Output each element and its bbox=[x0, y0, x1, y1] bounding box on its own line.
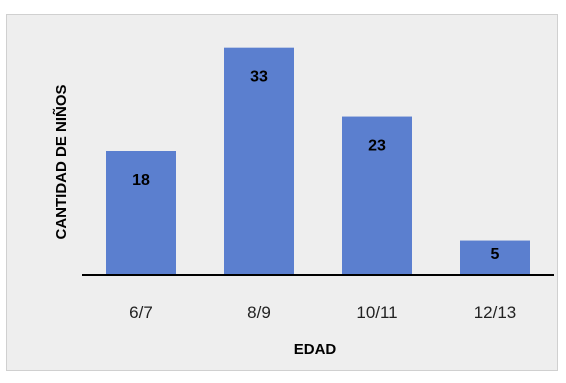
bar-6-7 bbox=[106, 151, 176, 275]
bars-group: 18 33 23 5 bbox=[106, 47, 530, 275]
x-tick-label-12-13: 12/13 bbox=[474, 303, 517, 322]
y-axis-label: CANTIDAD DE NIÑOS bbox=[52, 84, 70, 239]
data-label-6-7: 18 bbox=[132, 172, 150, 189]
x-tick-label-10-11: 10/11 bbox=[356, 303, 397, 322]
bar-8-9 bbox=[224, 47, 294, 275]
data-label-10-11: 23 bbox=[368, 138, 386, 155]
x-tick-label-8-9: 8/9 bbox=[247, 303, 271, 322]
x-axis-label: EDAD bbox=[294, 341, 337, 358]
data-label-12-13: 5 bbox=[491, 246, 500, 263]
bar-10-11 bbox=[342, 116, 412, 275]
x-tick-labels: 6/7 8/9 10/11 12/13 bbox=[129, 303, 516, 322]
x-tick-label-6-7: 6/7 bbox=[129, 303, 153, 322]
bar-12-13 bbox=[460, 240, 530, 275]
data-label-8-9: 33 bbox=[250, 69, 268, 86]
